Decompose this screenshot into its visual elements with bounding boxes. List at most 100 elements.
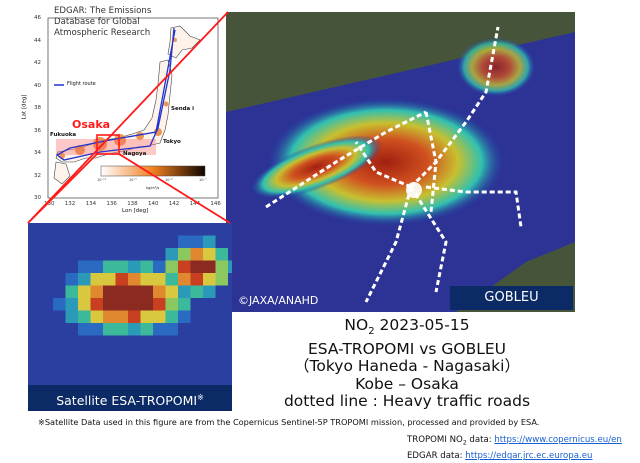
no2-pixel xyxy=(203,260,216,273)
no2-pixel xyxy=(53,235,66,248)
no2-pixel xyxy=(215,260,228,273)
no2-pixel xyxy=(90,348,103,361)
y-tick-label: 44 xyxy=(34,37,41,44)
no2-pixel xyxy=(90,285,103,298)
colorbar-tick-label: 10⁻⁸ xyxy=(165,178,173,182)
no2-pixel xyxy=(190,310,203,323)
caption-line-1: NO2 2023-05-15 xyxy=(292,316,522,341)
no2-pixel xyxy=(28,223,41,236)
no2-pixel xyxy=(203,273,216,286)
no2-pixel xyxy=(228,348,232,361)
no2-subscript: 2 xyxy=(368,326,375,338)
no2-pixel xyxy=(190,323,203,336)
no2-pixel xyxy=(90,273,103,286)
no2-pixel xyxy=(78,298,91,311)
no2-pixel xyxy=(115,260,128,273)
inset-title: EDGAR: The Emissions Database for Global… xyxy=(54,6,151,39)
no2-pixel xyxy=(178,373,191,386)
no2-pixel xyxy=(165,235,178,248)
no2-pixel xyxy=(78,248,91,261)
no2-pixel xyxy=(178,348,191,361)
no2-pixel xyxy=(78,348,91,361)
no2-pixel xyxy=(65,323,78,336)
no2-pixel xyxy=(140,298,153,311)
ref-label: data: xyxy=(466,435,495,445)
no2-pixel xyxy=(228,335,232,348)
edgar-link[interactable]: https://edgar.jrc.ec.europa.eu xyxy=(465,451,593,462)
no2-pixel xyxy=(40,360,53,373)
no2-pixel xyxy=(103,335,116,348)
no2-pixel xyxy=(203,373,216,386)
no2-pixel xyxy=(153,310,166,323)
no2-pixel xyxy=(103,310,116,323)
no2-pixel xyxy=(115,273,128,286)
no2-pixel xyxy=(65,373,78,386)
no2-pixel xyxy=(28,273,41,286)
no2-pixel xyxy=(103,360,116,373)
no2-pixel xyxy=(90,235,103,248)
no2-pixel xyxy=(190,248,203,261)
no2-pixel xyxy=(53,310,66,323)
no2-pixel xyxy=(165,273,178,286)
no2-pixel xyxy=(190,260,203,273)
no2-pixel xyxy=(90,248,103,261)
no2-pixel xyxy=(28,323,41,336)
no2-pixel xyxy=(203,298,216,311)
no2-pixel xyxy=(153,360,166,373)
no2-pixel xyxy=(78,310,91,323)
no2-pixel xyxy=(153,235,166,248)
y-tick-label: 30 xyxy=(34,195,41,201)
no2-pixel xyxy=(153,285,166,298)
no2-pixel xyxy=(115,360,128,373)
y-tick-label: 40 xyxy=(34,82,41,89)
no2-pixel xyxy=(128,235,141,248)
no2-pixel xyxy=(128,348,141,361)
no2-pixel xyxy=(178,223,191,236)
no2-pixel xyxy=(215,298,228,311)
goblue-label: GOBLEU xyxy=(450,286,573,310)
no2-pixel xyxy=(103,298,116,311)
x-tick-label: 132 xyxy=(64,201,76,207)
no2-pixel xyxy=(78,260,91,273)
footnote-mark: ※ xyxy=(197,393,204,402)
no2-pixel xyxy=(65,260,78,273)
no2-pixel xyxy=(153,298,166,311)
no2-pixel xyxy=(53,223,66,236)
caption-line-3: （Tokyo Haneda - Nagasaki） xyxy=(294,357,520,376)
no2-pixel xyxy=(215,310,228,323)
no2-pixel xyxy=(53,248,66,261)
city-nagoya: Nagoya xyxy=(123,151,147,157)
no2-pixel xyxy=(165,298,178,311)
tropomi-link[interactable]: https://www.copernicus.eu/en xyxy=(494,435,622,445)
no2-pixel xyxy=(153,323,166,336)
no2-pixel xyxy=(90,310,103,323)
figure-caption: NO2 2023-05-15 ESA-TROPOMI vs GOBLEU （To… xyxy=(284,316,530,411)
no2-pixel xyxy=(178,260,191,273)
no2-pixel xyxy=(190,298,203,311)
no2-pixel xyxy=(40,248,53,261)
no2-pixel xyxy=(40,323,53,336)
no2-pixel xyxy=(103,373,116,386)
goblue-satellite-panel: ©JAXA/ANAHD GOBLEU xyxy=(226,12,575,312)
x-tick-label: 138 xyxy=(127,201,138,207)
no2-pixel xyxy=(128,323,141,336)
no2-pixel xyxy=(228,373,232,386)
no2-pixel xyxy=(28,360,41,373)
no2-pixel xyxy=(153,248,166,261)
no2-pixel xyxy=(65,310,78,323)
tropomi-satellite-panel: Satellite ESA-TROPOMI※ xyxy=(28,223,232,411)
no2-pixel xyxy=(53,285,66,298)
no2-pixel xyxy=(53,260,66,273)
no2-pixel xyxy=(215,223,228,236)
data-references: TROPOMI NO2 data: https://www.copernicus… xyxy=(407,434,622,463)
no2-pixel xyxy=(203,285,216,298)
colorbar-tick-label: 10⁻⁹ xyxy=(129,178,137,182)
no2-pixel xyxy=(78,323,91,336)
tropomi-label: Satellite ESA-TROPOMI※ xyxy=(28,385,232,411)
no2-pixel xyxy=(65,360,78,373)
no2-pixel xyxy=(178,298,191,311)
no2-pixel xyxy=(178,310,191,323)
caption-line-2: ESA-TROPOMI vs GOBLEU xyxy=(307,339,506,358)
no2-pixel xyxy=(53,323,66,336)
no2-pixel xyxy=(103,348,116,361)
